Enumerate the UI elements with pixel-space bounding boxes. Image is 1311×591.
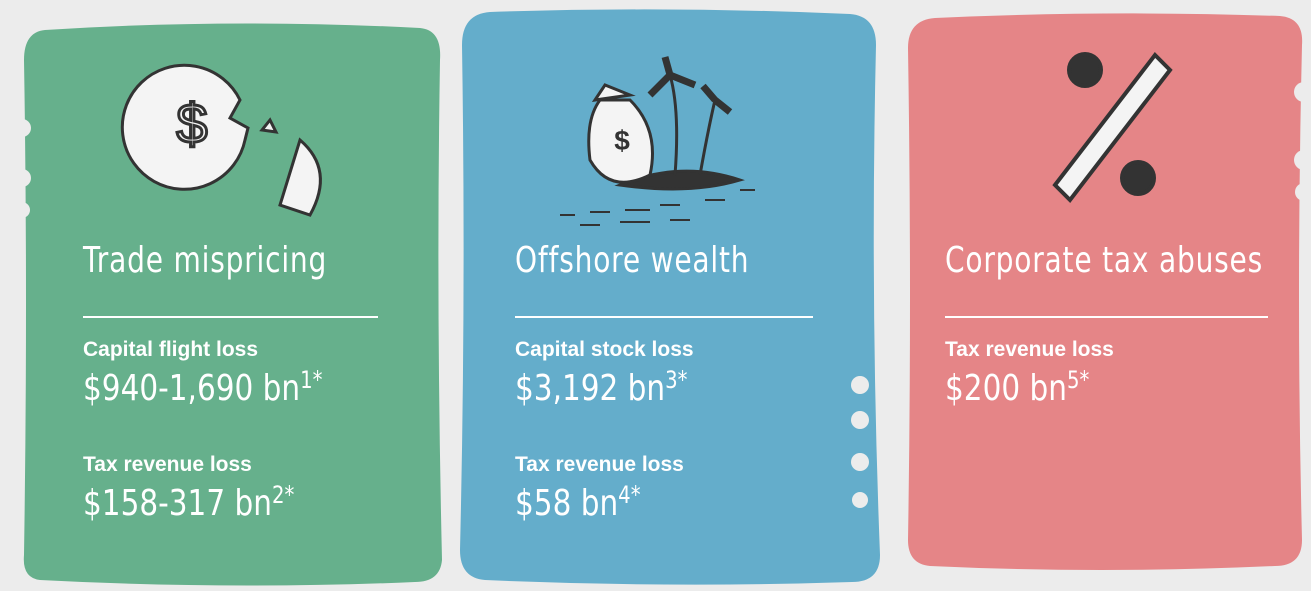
metric-label: Tax revenue loss	[515, 453, 684, 476]
card-title: Corporate tax abuses	[945, 240, 1264, 281]
card-title: Offshore wealth	[515, 240, 750, 281]
card-green	[23, 23, 443, 586]
metric-label: Capital flight loss	[83, 338, 259, 361]
coin-icon: $	[120, 63, 322, 217]
card-title: Trade mispricing	[83, 240, 328, 281]
metric-value: $940-1,690 bn1*	[83, 366, 322, 409]
divider	[945, 316, 1268, 318]
metric-label: Tax revenue loss	[83, 453, 252, 476]
metric-label: Tax revenue loss	[945, 338, 1114, 361]
footnote: 4*	[618, 481, 641, 509]
island-icon: $	[560, 56, 755, 226]
metric-value: $3,192 bn3*	[515, 366, 687, 409]
card-red	[908, 13, 1303, 570]
footnote: 3*	[665, 366, 688, 394]
metric-amount: $200 bn	[945, 368, 1067, 409]
metric-label: Capital stock loss	[515, 338, 694, 361]
metric-amount: $3,192 bn	[515, 368, 666, 409]
card-blue	[460, 9, 880, 585]
metric-amount: $940-1,690 bn	[83, 368, 301, 409]
metric-value: $200 bn5*	[945, 366, 1089, 409]
footnote: 2*	[271, 481, 295, 509]
notches	[13, 82, 1311, 508]
divider	[515, 316, 813, 318]
footnote: 1*	[300, 366, 323, 394]
svg-text:$: $	[614, 125, 630, 156]
footnote: 5*	[1066, 366, 1090, 394]
metric-amount: $58 bn	[515, 483, 619, 524]
svg-text:$: $	[176, 92, 207, 155]
metric-amount: $158-317 bn	[83, 483, 272, 524]
metric-value: $58 bn4*	[515, 481, 641, 524]
percent-icon	[1052, 51, 1173, 204]
divider	[83, 316, 378, 318]
metric-value: $158-317 bn2*	[83, 481, 294, 524]
